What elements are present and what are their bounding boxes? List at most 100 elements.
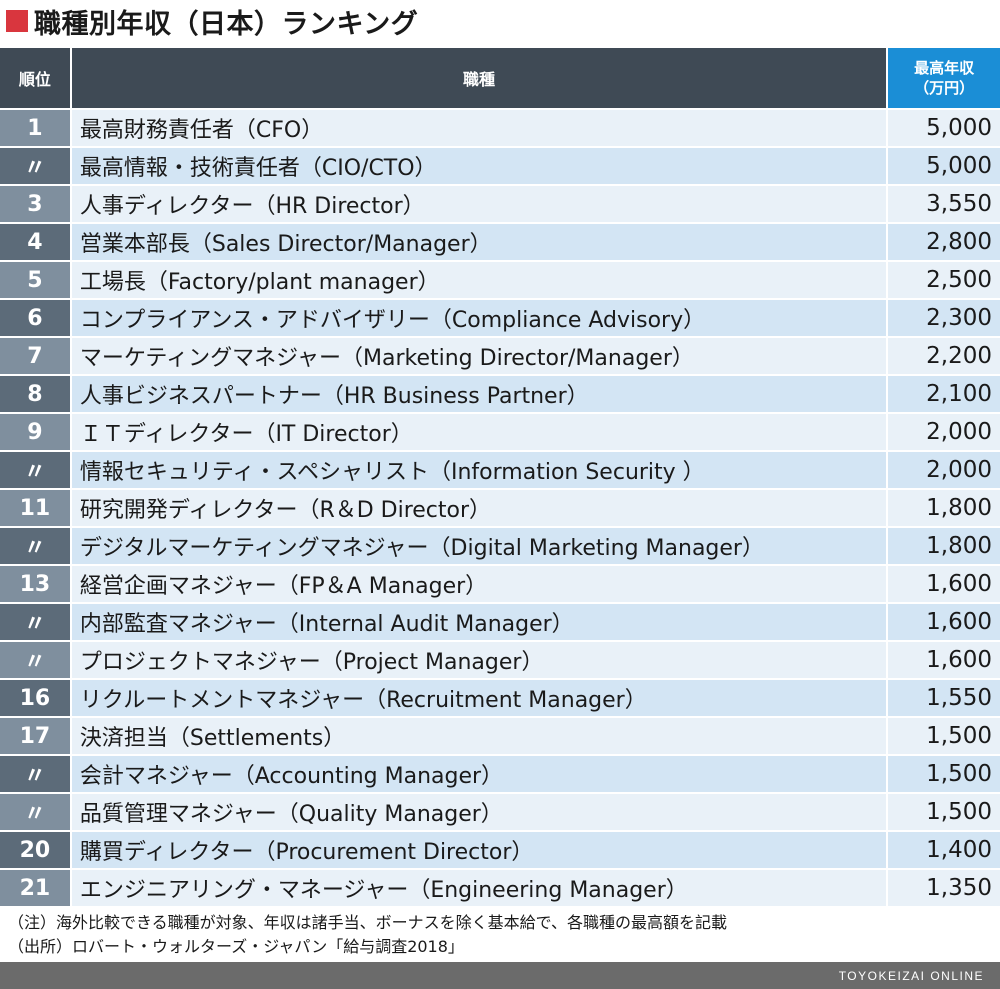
rank-cell: 6 xyxy=(0,300,70,336)
rank-cell: 16 xyxy=(0,680,70,716)
rank-cell: 〃 xyxy=(0,642,70,678)
rank-cell: 〃 xyxy=(0,604,70,640)
table-row: 6 コンプライアンス・アドバイザリー（Compliance Advisory） 2,… xyxy=(0,300,1000,336)
salary-cell: 1,400 xyxy=(888,832,1000,868)
job-cell: 経営企画マネジャー（FP＆A Manager） xyxy=(71,566,887,602)
table-row: 20 購買ディレクター（Procurement Director） 1,400 xyxy=(0,832,1000,868)
job-cell: 購買ディレクター（Procurement Director） xyxy=(71,832,887,868)
table-row: 17 決済担当（Settlements） 1,500 xyxy=(0,718,1000,754)
title-bar: 職種別年収（日本）ランキング xyxy=(0,0,1000,42)
salary-cell: 2,100 xyxy=(888,376,1000,412)
rank-cell: 13 xyxy=(0,566,70,602)
rank-cell: 17 xyxy=(0,718,70,754)
salary-cell: 1,500 xyxy=(888,756,1000,792)
salary-cell: 2,300 xyxy=(888,300,1000,336)
page-title: 職種別年収（日本）ランキング xyxy=(34,8,419,40)
rank-cell: 7 xyxy=(0,338,70,374)
job-cell: 人事ディレクター（HR Director） xyxy=(71,186,887,222)
salary-cell: 5,000 xyxy=(888,110,1000,146)
job-cell: コンプライアンス・アドバイザリー（Compliance Advisory） xyxy=(71,300,887,336)
table-row: 〃デジタルマーケティングマネジャー（Digital Marketing Mana… xyxy=(0,528,1000,564)
table-row: 8 人事ビジネスパートナー（HR Business Partner） 2,100 xyxy=(0,376,1000,412)
rank-cell: 〃 xyxy=(0,528,70,564)
rank-cell: 1 xyxy=(0,110,70,146)
table-row: 〃会計マネジャー（Accounting Manager） 1,500 xyxy=(0,756,1000,792)
table-row: 〃品質管理マネジャー（Quality Manager） 1,500 xyxy=(0,794,1000,830)
job-cell: 決済担当（Settlements） xyxy=(71,718,887,754)
salary-cell: 2,500 xyxy=(888,262,1000,298)
salary-cell: 2,000 xyxy=(888,452,1000,488)
header-rank: 順位 xyxy=(0,48,70,108)
job-cell: ＩＴディレクター（IT Director） xyxy=(71,414,887,450)
job-cell: プロジェクトマネジャー（Project Manager） xyxy=(71,642,887,678)
source-text: （出所）ロバート・ウォルターズ・ジャパン「給与調査2018」 xyxy=(8,937,464,956)
header-salary: 最高年収 （万円） xyxy=(888,48,1000,108)
salary-cell: 1,500 xyxy=(888,718,1000,754)
rank-cell: 21 xyxy=(0,870,70,906)
rank-cell: 4 xyxy=(0,224,70,260)
salary-cell: 1,350 xyxy=(888,870,1000,906)
rank-cell: 〃 xyxy=(0,452,70,488)
header-job: 職種 xyxy=(71,48,887,108)
table-header: 順位 職種 最高年収 （万円） xyxy=(0,48,1000,108)
job-cell: リクルートメントマネジャー（Recruitment Manager） xyxy=(71,680,887,716)
table-row: 〃内部監査マネジャー（Internal Audit Manager） 1,600 xyxy=(0,604,1000,640)
table-row: 11 研究開発ディレクター（R＆D Director） 1,800 xyxy=(0,490,1000,526)
rank-cell: 8 xyxy=(0,376,70,412)
title-square-icon xyxy=(6,10,28,32)
ranking-table: 順位 職種 最高年収 （万円） 1 最高財務責任者（CFO） 5,000 〃最高情報・… xyxy=(0,48,1000,908)
table-row: 13 経営企画マネジャー（FP＆A Manager） 1,600 xyxy=(0,566,1000,602)
job-cell: 営業本部長（Sales Director/Manager） xyxy=(71,224,887,260)
table-row: 〃プロジェクトマネジャー（Project Manager） 1,600 xyxy=(0,642,1000,678)
table-row: 5 工場長（Factory/plant manager） 2,500 xyxy=(0,262,1000,298)
salary-cell: 1,600 xyxy=(888,642,1000,678)
job-cell: 内部監査マネジャー（Internal Audit Manager） xyxy=(71,604,887,640)
job-cell: 工場長（Factory/plant manager） xyxy=(71,262,887,298)
salary-cell: 1,800 xyxy=(888,528,1000,564)
job-cell: マーケティングマネジャー（Marketing Director/Manager） xyxy=(71,338,887,374)
notes: （注）海外比較できる職種が対象、年収は諸手当、ボーナスを除く基本給で、各職種の最… xyxy=(8,911,727,959)
job-cell: 人事ビジネスパートナー（HR Business Partner） xyxy=(71,376,887,412)
rank-cell: 3 xyxy=(0,186,70,222)
salary-cell: 3,550 xyxy=(888,186,1000,222)
note-text: （注）海外比較できる職種が対象、年収は諸手当、ボーナスを除く基本給で、各職種の最… xyxy=(8,913,728,932)
salary-cell: 2,000 xyxy=(888,414,1000,450)
footer-brand: TOYOKEIZAI ONLINE xyxy=(838,968,984,983)
table-body: 1 最高財務責任者（CFO） 5,000 〃最高情報・技術責任者（CIO/CTO） 5,… xyxy=(0,110,1000,906)
table-row: 7 マーケティングマネジャー（Marketing Director/Manager… xyxy=(0,338,1000,374)
header-salary-line1: 最高年収 xyxy=(914,59,975,77)
header-salary-line2: （万円） xyxy=(914,79,975,97)
table-row: 4 営業本部長（Sales Director/Manager） 2,800 xyxy=(0,224,1000,260)
table-row: 〃最高情報・技術責任者（CIO/CTO） 5,000 xyxy=(0,148,1000,184)
footer-bar: TOYOKEIZAI ONLINE xyxy=(0,962,1000,989)
rank-cell: 11 xyxy=(0,490,70,526)
rank-cell: 5 xyxy=(0,262,70,298)
salary-cell: 2,800 xyxy=(888,224,1000,260)
table-row: 1 最高財務責任者（CFO） 5,000 xyxy=(0,110,1000,146)
table-row: 16 リクルートメントマネジャー（Recruitment Manager） 1,55… xyxy=(0,680,1000,716)
table-row: 21 エンジニアリング・マネージャー（Engineering Manager） 1,… xyxy=(0,870,1000,906)
job-cell: デジタルマーケティングマネジャー（Digital Marketing Manag… xyxy=(71,528,887,564)
salary-cell: 1,550 xyxy=(888,680,1000,716)
salary-cell: 1,500 xyxy=(888,794,1000,830)
rank-cell: 20 xyxy=(0,832,70,868)
job-cell: 会計マネジャー（Accounting Manager） xyxy=(71,756,887,792)
salary-cell: 1,600 xyxy=(888,566,1000,602)
rank-cell: 〃 xyxy=(0,756,70,792)
job-cell: 最高財務責任者（CFO） xyxy=(71,110,887,146)
job-cell: 研究開発ディレクター（R＆D Director） xyxy=(71,490,887,526)
salary-cell: 5,000 xyxy=(888,148,1000,184)
job-cell: 情報セキュリティ・スペシャリスト（Information Security ） xyxy=(71,452,887,488)
salary-cell: 2,200 xyxy=(888,338,1000,374)
job-cell: 最高情報・技術責任者（CIO/CTO） xyxy=(71,148,887,184)
table-row: 〃情報セキュリティ・スペシャリスト（Information Security ）… xyxy=(0,452,1000,488)
table-row: 3 人事ディレクター（HR Director） 3,550 xyxy=(0,186,1000,222)
salary-cell: 1,800 xyxy=(888,490,1000,526)
job-cell: 品質管理マネジャー（Quality Manager） xyxy=(71,794,887,830)
job-cell: エンジニアリング・マネージャー（Engineering Manager） xyxy=(71,870,887,906)
rank-cell: 〃 xyxy=(0,148,70,184)
rank-cell: 9 xyxy=(0,414,70,450)
table-row: 9 ＩＴディレクター（IT Director） 2,000 xyxy=(0,414,1000,450)
salary-cell: 1,600 xyxy=(888,604,1000,640)
rank-cell: 〃 xyxy=(0,794,70,830)
